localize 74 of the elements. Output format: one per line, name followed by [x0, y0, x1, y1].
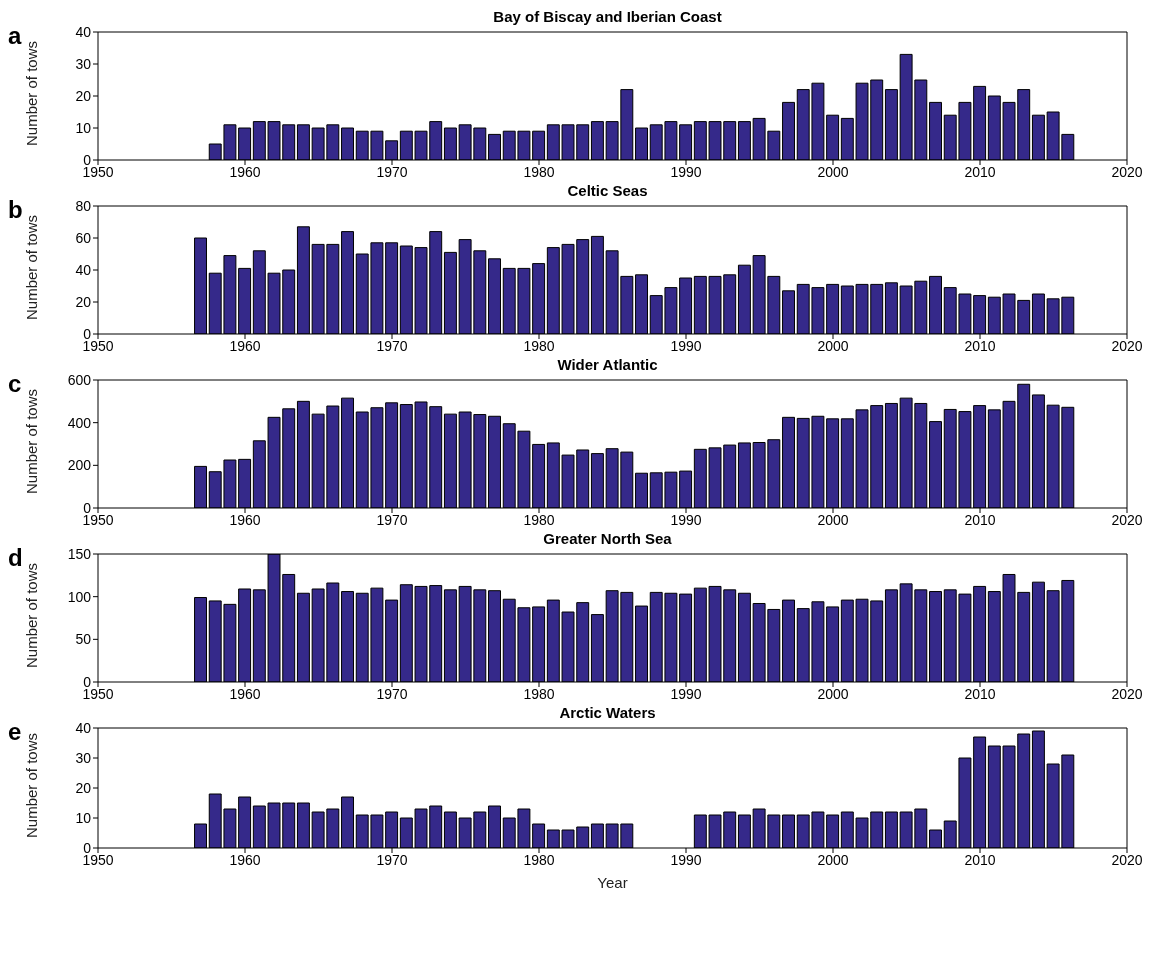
x-tick-label: 1970	[376, 337, 408, 354]
x-tick-label: 1990	[670, 851, 702, 868]
y-axis-title: Number of tows	[23, 388, 41, 494]
y-tick-label: 10	[75, 119, 92, 136]
y-tick-label: 150	[67, 545, 92, 562]
y-tick-label: 100	[67, 588, 92, 605]
y-tick-label: 40	[75, 719, 92, 736]
y-tick-label: 0	[83, 839, 92, 856]
y-tick-label: 400	[67, 414, 92, 431]
x-tick-label: 1970	[376, 685, 408, 702]
y-tick-label: 600	[67, 371, 92, 388]
x-tick-label: 1990	[670, 337, 702, 354]
chart-title: Arctic Waters	[558, 704, 657, 721]
y-axis-title: Number of tows	[23, 40, 41, 146]
x-tick-label: 2000	[817, 337, 849, 354]
x-tick-label: 1980	[523, 511, 555, 528]
x-tick-label: 1960	[229, 337, 261, 354]
x-tick-label: 2020	[1111, 511, 1143, 528]
x-axis-title: Year	[597, 874, 628, 891]
x-tick-label: 1960	[229, 163, 261, 180]
x-tick-label: 1990	[670, 511, 702, 528]
x-tick-label: 2000	[817, 163, 849, 180]
y-axis-title: Number of tows	[23, 562, 41, 668]
y-tick-label: 20	[75, 87, 92, 104]
text: a	[8, 22, 22, 50]
x-tick-label: 2010	[964, 337, 996, 354]
text: c	[8, 370, 22, 398]
x-tick-label: 2000	[817, 851, 849, 868]
x-tick-label: 1960	[229, 851, 261, 868]
x-tick-label: 1980	[523, 851, 555, 868]
y-tick-label: 30	[75, 749, 92, 766]
x-tick-label: 1970	[376, 163, 408, 180]
y-tick-label: 20	[75, 779, 92, 796]
x-tick-label: 1980	[523, 163, 555, 180]
x-tick-label: 1960	[229, 685, 261, 702]
y-tick-label: 30	[75, 55, 92, 72]
y-tick-label: 0	[83, 499, 92, 516]
x-tick-label: 2000	[817, 685, 849, 702]
text: d	[8, 544, 23, 572]
y-tick-label: 10	[75, 809, 92, 826]
chart-title: Greater North Sea	[542, 530, 673, 547]
x-tick-label: 1970	[376, 851, 408, 868]
x-tick-label: 2020	[1111, 163, 1143, 180]
x-tick-label: 2010	[964, 163, 996, 180]
y-tick-label: 0	[83, 151, 92, 168]
y-tick-label: 80	[75, 197, 92, 214]
y-tick-label: 50	[75, 631, 92, 648]
x-tick-label: 2010	[964, 685, 996, 702]
y-tick-label: 40	[75, 261, 92, 278]
y-tick-label: 60	[75, 229, 92, 246]
x-tick-label: 1990	[670, 685, 702, 702]
x-tick-label: 1980	[523, 685, 555, 702]
x-tick-label: 2020	[1111, 337, 1143, 354]
y-tick-label: 20	[75, 293, 92, 310]
chart-title: Bay of Biscay and Iberian Coast	[492, 8, 723, 25]
x-tick-label: 2010	[964, 851, 996, 868]
chart-title: Celtic Seas	[566, 182, 649, 199]
x-tick-label: 1960	[229, 511, 261, 528]
x-tick-label: 2020	[1111, 851, 1143, 868]
y-tick-label: 40	[75, 23, 92, 40]
y-tick-label: 0	[83, 673, 92, 690]
chart-title: Wider Atlantic	[556, 356, 659, 373]
x-tick-label: 2020	[1111, 685, 1143, 702]
x-tick-label: 1970	[376, 511, 408, 528]
y-tick-label: 200	[67, 457, 92, 474]
x-tick-label: 1980	[523, 337, 555, 354]
x-tick-label: 2010	[964, 511, 996, 528]
x-tick-label: 1990	[670, 163, 702, 180]
y-tick-label: 0	[83, 325, 92, 342]
text: b	[8, 196, 23, 224]
text: e	[8, 718, 22, 746]
y-axis-title: Number of tows	[23, 214, 41, 320]
x-tick-label: 2000	[817, 511, 849, 528]
y-axis-title: Number of tows	[23, 732, 41, 838]
